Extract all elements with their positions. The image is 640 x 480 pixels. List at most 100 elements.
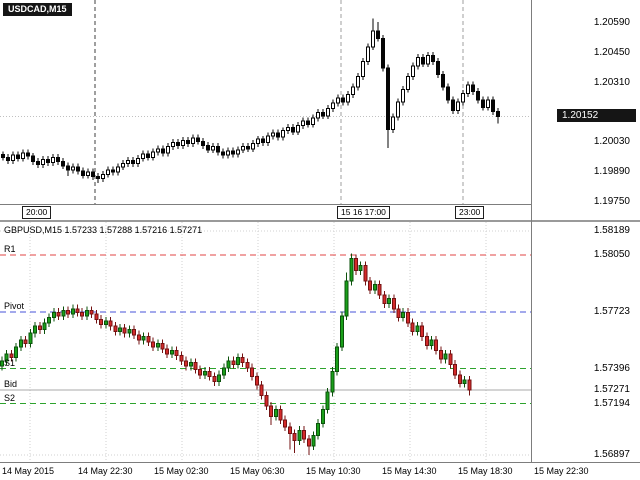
panel-divider[interactable]	[0, 220, 640, 222]
candle-up	[191, 137, 195, 144]
chart-panel-gbpusd[interactable]: GBPUSD,M15 1.57233 1.57288 1.57216 1.572…	[0, 222, 531, 462]
candle-up	[349, 258, 354, 282]
candle-down	[446, 86, 450, 101]
candle-down	[36, 161, 40, 166]
candle-up	[103, 320, 108, 325]
chart-panel-usdcad[interactable]: USDCAD,M15	[0, 0, 531, 204]
candle-down	[31, 155, 35, 162]
candle-down	[81, 170, 85, 176]
candle-down	[410, 322, 415, 332]
price-axis-label: 1.57396	[593, 362, 630, 374]
candle-down	[207, 370, 212, 378]
candle-up	[316, 422, 321, 436]
candlestick-chart-usdcad[interactable]	[0, 0, 531, 204]
candle-up	[344, 280, 349, 317]
candle-up	[411, 65, 415, 77]
candle-up	[331, 102, 335, 109]
candle-up	[241, 146, 245, 151]
candle-up	[297, 429, 302, 442]
candle-up	[42, 322, 47, 331]
candle-down	[221, 151, 225, 156]
candle-down	[287, 426, 292, 435]
candle-down	[131, 159, 135, 165]
candle-down	[467, 379, 472, 391]
candle-up	[236, 356, 240, 365]
candle-down	[276, 132, 280, 138]
candle-down	[376, 30, 380, 39]
candle-up	[4, 353, 9, 362]
candle-down	[363, 265, 368, 282]
candle-down	[216, 146, 220, 153]
candle-up	[311, 117, 315, 125]
candle-up	[84, 310, 89, 317]
time-axis-label: 15 May 10:30	[306, 466, 361, 476]
candle-down	[381, 37, 385, 69]
candle-down	[132, 329, 137, 336]
candle-up	[426, 54, 430, 65]
level-label-s1: S1	[4, 357, 16, 368]
candle-up	[346, 94, 350, 103]
candle-up	[456, 101, 460, 111]
candle-up	[11, 154, 15, 161]
candle-down	[269, 405, 274, 417]
candle-down	[193, 362, 198, 371]
candle-up	[429, 339, 434, 346]
level-label-pivot: Pivot	[4, 300, 25, 311]
candle-up	[443, 353, 448, 360]
candle-down	[354, 258, 358, 272]
candle-down	[471, 84, 475, 92]
candle-up	[70, 308, 75, 315]
candle-up	[71, 166, 75, 171]
candle-up	[361, 61, 365, 77]
time-axis-label: 15 May 06:30	[230, 466, 285, 476]
time-axis[interactable]: 14 May 2015 14 May 22:30 15 May 02:30 15 Ma…	[0, 463, 640, 480]
candle-down	[46, 158, 50, 164]
candle-down	[212, 376, 217, 383]
candle-up	[141, 336, 146, 341]
time-axis-label: 14 May 22:30	[78, 466, 133, 476]
candle-down	[424, 336, 429, 346]
candle-up	[462, 379, 467, 384]
candle-down	[206, 145, 210, 151]
candlestick-chart-gbpusd[interactable]	[0, 222, 531, 462]
price-axis-label: 1.57194	[593, 397, 630, 409]
price-axis-label: 1.56897	[593, 449, 630, 461]
candle-up	[226, 150, 230, 156]
candle-down	[496, 111, 500, 117]
candle-up	[281, 130, 285, 138]
candle-down	[23, 339, 28, 345]
candle-down	[66, 165, 70, 171]
candle-up	[325, 391, 330, 410]
symbol-title-usdcad: USDCAD,M15	[3, 3, 72, 16]
candle-up	[256, 138, 260, 144]
candle-down	[161, 148, 165, 154]
candle-down	[240, 356, 245, 364]
candle-up	[387, 297, 392, 305]
candle-down	[292, 433, 297, 442]
price-axis-usdcad[interactable]: 1.20590 1.20450 1.20310 1.20030 1.19890 1.197…	[532, 0, 640, 219]
price-axis-label: 1.58189	[593, 225, 630, 237]
candle-down	[165, 348, 170, 355]
candle-down	[448, 353, 453, 365]
candle-down	[146, 336, 151, 343]
chart-border	[0, 204, 531, 205]
price-axis-label: 1.57271	[593, 384, 630, 396]
price-axis-label: 1.20030	[593, 136, 630, 148]
candle-up	[351, 86, 355, 96]
top-time-axis[interactable]: 20:00 15 16 17:00 23:00	[0, 205, 531, 219]
candle-up	[396, 101, 400, 118]
candle-up	[371, 30, 375, 48]
candle-down	[302, 429, 307, 440]
candle-up	[202, 370, 207, 376]
candle-up	[211, 146, 215, 151]
candle-down	[151, 341, 156, 348]
candle-down	[56, 156, 60, 162]
candle-down	[306, 438, 311, 447]
candle-down	[196, 137, 200, 142]
candle-up	[486, 99, 490, 108]
level-label-r1: R1	[4, 244, 16, 255]
candle-down	[56, 311, 61, 317]
price-axis-gbpusd[interactable]: 1.58189 1.58050 1.57723 1.57396 1.57271 1.571…	[532, 222, 640, 462]
candle-down	[261, 138, 265, 143]
